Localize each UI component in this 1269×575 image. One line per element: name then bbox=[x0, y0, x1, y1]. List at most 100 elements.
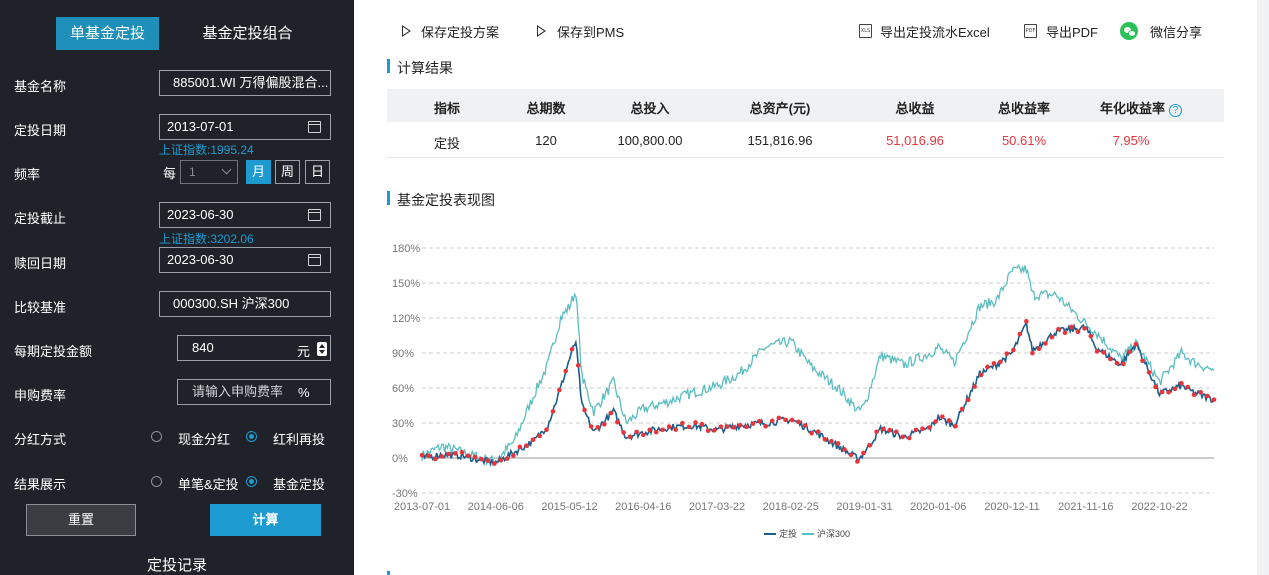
data-point bbox=[842, 447, 847, 452]
benchmark-input[interactable]: 000300.SH 沪深300 bbox=[159, 291, 331, 317]
header-cell: 年化收益率 bbox=[1099, 101, 1166, 116]
dividend-reinvest-radio[interactable] bbox=[246, 431, 257, 442]
data-point bbox=[855, 459, 860, 464]
data-point bbox=[426, 453, 431, 459]
scrollbar-track[interactable] bbox=[1257, 0, 1269, 575]
data-point bbox=[1166, 389, 1171, 395]
save-pms-button[interactable]: 保存到PMS bbox=[557, 25, 625, 40]
calculate-button[interactable]: 计算 bbox=[210, 504, 321, 536]
calendar-icon[interactable] bbox=[308, 209, 321, 221]
display-single-radio[interactable] bbox=[151, 476, 162, 487]
data-point bbox=[446, 451, 451, 457]
performance-chart[interactable]: -30% 0% 30% 60% 90% 120% 150% 180% 2013-07-01 201… bbox=[354, 230, 1257, 545]
calendar-icon[interactable] bbox=[308, 121, 321, 133]
x-tick-label: 2018-02-25 bbox=[763, 501, 819, 513]
calendar-icon[interactable] bbox=[308, 254, 321, 266]
data-point bbox=[822, 436, 828, 442]
amount-input[interactable]: 840 bbox=[177, 335, 331, 361]
data-point bbox=[466, 453, 471, 459]
tab-single-fund[interactable]: 单基金定投 bbox=[56, 17, 159, 50]
data-point bbox=[479, 456, 484, 462]
fund-name-value: 885001.WI 万得偏股混合... bbox=[173, 75, 329, 90]
data-point bbox=[802, 423, 808, 428]
header-cell: 总期数 bbox=[526, 101, 566, 116]
display-fund-radio[interactable] bbox=[246, 476, 257, 487]
data-point bbox=[653, 429, 659, 435]
frequency-count-select[interactable]: 1 bbox=[180, 160, 238, 184]
display-fund-label[interactable]: 基金定投 bbox=[273, 477, 326, 492]
data-point bbox=[1036, 346, 1042, 352]
wechat-share-button[interactable]: 微信分享 bbox=[1150, 25, 1203, 40]
row-cell: 定投 bbox=[433, 136, 461, 151]
dividend-reinvest-label[interactable]: 红利再投 bbox=[273, 432, 326, 447]
dividend-cash-label[interactable]: 现金分红 bbox=[178, 432, 231, 447]
data-point bbox=[452, 451, 458, 456]
data-point bbox=[1121, 361, 1126, 367]
series-line-hs300 bbox=[421, 263, 1215, 467]
fund-name-input[interactable]: 885001.WI 万得偏股混合... bbox=[159, 70, 331, 96]
data-point bbox=[1127, 349, 1132, 355]
data-point bbox=[1062, 330, 1068, 336]
data-point bbox=[1108, 356, 1113, 362]
y-tick-label: 90% bbox=[392, 348, 414, 360]
y-tick-label: 60% bbox=[392, 383, 414, 395]
data-point bbox=[1043, 341, 1048, 346]
result-table-header: 指标 总期数 总投入 总资产(元) 总收益 总收益率 年化收益率? bbox=[387, 89, 1224, 122]
data-point bbox=[718, 424, 724, 430]
data-point bbox=[725, 424, 730, 429]
frequency-day-button[interactable]: 日 bbox=[305, 160, 330, 184]
x-tick-label: 2020-12-11 bbox=[984, 501, 1039, 513]
end-date-value: 2023-06-30 bbox=[167, 207, 234, 222]
data-point bbox=[419, 452, 425, 458]
data-point bbox=[796, 419, 801, 425]
data-point bbox=[783, 417, 788, 423]
data-point bbox=[602, 422, 607, 427]
header-cell: 指标 bbox=[433, 101, 461, 116]
dividend-cash-radio[interactable] bbox=[151, 431, 162, 442]
amount-stepper-icon[interactable] bbox=[317, 342, 327, 356]
x-tick-label: 2017-03-22 bbox=[689, 501, 745, 513]
start-date-value: 2013-07-01 bbox=[167, 119, 234, 134]
data-point bbox=[563, 368, 568, 374]
header-cell: 总收益 bbox=[895, 101, 935, 116]
data-point bbox=[769, 418, 775, 424]
data-point bbox=[756, 418, 762, 424]
help-icon[interactable]: ? bbox=[1169, 104, 1183, 117]
data-point bbox=[557, 387, 562, 393]
data-point bbox=[1082, 326, 1087, 331]
save-plan-button[interactable]: 保存定投方案 bbox=[421, 25, 500, 40]
fee-input[interactable]: 请输入申购费率 bbox=[177, 379, 331, 405]
data-point bbox=[861, 450, 866, 456]
redeem-date-input[interactable]: 2023-06-30 bbox=[159, 247, 331, 273]
data-point bbox=[705, 428, 711, 434]
frequency-week-button[interactable]: 周 bbox=[275, 160, 300, 184]
end-date-input[interactable]: 2023-06-30 bbox=[159, 202, 331, 228]
legend-label-hs300: 沪深300 bbox=[817, 528, 850, 539]
data-point bbox=[965, 397, 971, 403]
tab-fund-portfolio[interactable]: 基金定投组合 bbox=[202, 25, 293, 42]
data-point bbox=[880, 426, 886, 432]
start-date-input[interactable]: 2013-07-01 bbox=[159, 114, 331, 140]
x-tick-label: 2013-07-01 bbox=[394, 501, 450, 513]
end-index-hint: 上证指数:3202.06 bbox=[159, 232, 254, 246]
data-point bbox=[433, 456, 438, 462]
frequency-month-button[interactable]: 月 bbox=[246, 160, 271, 184]
data-point bbox=[1205, 393, 1210, 399]
amount-unit: 元 bbox=[297, 344, 311, 359]
tab-bar: 单基金定投 基金定投组合 bbox=[0, 0, 354, 66]
data-point bbox=[699, 421, 705, 427]
export-pdf-button[interactable]: 导出PDF bbox=[1046, 25, 1099, 40]
result-section-title: 计算结果 bbox=[387, 58, 453, 78]
header-cell: 总资产(元) bbox=[749, 101, 811, 116]
row-cell: 51,016.96 bbox=[886, 133, 944, 148]
records-title: 定投记录 bbox=[146, 557, 207, 574]
annual-return-header: 年化收益率? bbox=[1099, 98, 1183, 117]
reset-button[interactable]: 重置 bbox=[26, 504, 136, 536]
data-point bbox=[939, 414, 945, 419]
export-excel-button[interactable]: 导出定投流水Excel bbox=[880, 25, 990, 40]
data-point bbox=[693, 420, 698, 425]
data-point bbox=[1198, 389, 1203, 395]
data-point bbox=[1153, 384, 1158, 390]
data-point bbox=[1191, 392, 1197, 398]
display-single-label[interactable]: 单笔&定投 bbox=[178, 477, 239, 492]
